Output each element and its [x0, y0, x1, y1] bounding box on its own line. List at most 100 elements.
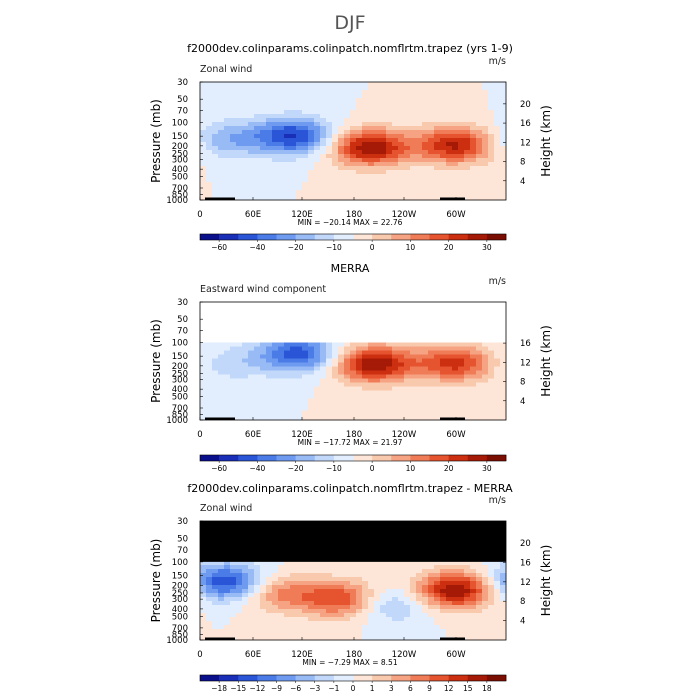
- heatmap-cell: [254, 170, 261, 175]
- heatmap-cell: [416, 150, 423, 155]
- heatmap-cell: [278, 613, 285, 618]
- heatmap-cell: [458, 354, 465, 359]
- heatmap-cell: [236, 625, 243, 630]
- heatmap-cell: [446, 134, 453, 139]
- heatmap-cell: [452, 565, 459, 570]
- heatmap-cell: [296, 398, 303, 403]
- heatmap-cell: [464, 178, 471, 183]
- heatmap-cell: [314, 354, 321, 359]
- heatmap-cell: [248, 186, 255, 191]
- heatmap-cell: [440, 114, 447, 119]
- heatmap-cell: [338, 162, 345, 167]
- heatmap-cell: [314, 146, 321, 151]
- heatmap-cell: [428, 142, 435, 147]
- heatmap-cell: [260, 190, 267, 195]
- heatmap-cell: [362, 182, 369, 187]
- heatmap-cell: [218, 398, 225, 403]
- colorbar-label: 6: [408, 684, 413, 693]
- heatmap-cell: [386, 609, 393, 614]
- heatmap-cell: [386, 382, 393, 387]
- heatmap-cell: [272, 378, 279, 383]
- heatmap-field: [200, 342, 507, 421]
- heatmap-cell: [356, 601, 363, 606]
- heatmap-cell: [344, 146, 351, 151]
- heatmap-cell: [230, 569, 237, 574]
- heatmap-cell: [416, 194, 423, 199]
- heatmap-cell: [302, 589, 309, 594]
- heatmap-cell: [296, 150, 303, 155]
- heatmap-cell: [308, 90, 315, 95]
- heatmap-cell: [266, 573, 273, 578]
- heatmap-cell: [254, 186, 261, 191]
- heatmap-cell: [206, 118, 213, 123]
- heatmap-cell: [212, 605, 219, 610]
- heatmap-cell: [350, 190, 357, 195]
- heatmap-cell: [386, 362, 393, 367]
- heatmap-cell: [338, 390, 345, 395]
- heatmap-cell: [230, 354, 237, 359]
- heatmap-cell: [344, 118, 351, 123]
- heatmap-cell: [290, 162, 297, 167]
- heatmap-cell: [302, 390, 309, 395]
- heatmap-cell: [272, 154, 279, 159]
- heatmap-cell: [458, 190, 465, 195]
- heatmap-cell: [308, 122, 315, 127]
- heatmap-cell: [314, 561, 321, 566]
- heatmap-cell: [242, 565, 249, 570]
- heatmap-cell: [368, 174, 375, 179]
- heatmap-cell: [446, 186, 453, 191]
- heatmap-cell: [200, 589, 207, 594]
- heatmap-cell: [266, 593, 273, 598]
- heatmap-cell: [398, 414, 405, 419]
- heatmap-cell: [212, 593, 219, 598]
- heatmap-cell: [248, 98, 255, 103]
- heatmap-cell: [242, 358, 249, 363]
- heatmap-cell: [500, 410, 507, 415]
- heatmap-cell: [260, 625, 267, 630]
- heatmap-cell: [278, 134, 285, 139]
- heatmap-cell: [404, 158, 411, 163]
- heatmap-cell: [308, 198, 315, 201]
- heatmap-cell: [242, 118, 249, 123]
- heatmap-cell: [494, 386, 501, 391]
- heatmap-cell: [326, 158, 333, 163]
- heatmap-cell: [248, 382, 255, 387]
- heatmap-cell: [254, 346, 261, 351]
- heatmap-cell: [308, 98, 315, 103]
- heatmap-cell: [488, 366, 495, 371]
- heatmap-cell: [416, 142, 423, 147]
- heatmap-cell: [224, 358, 231, 363]
- heatmap-cell: [260, 90, 267, 95]
- heatmap-cell: [428, 350, 435, 355]
- heatmap-cell: [428, 198, 435, 201]
- heatmap-cell: [260, 561, 267, 566]
- heatmap-cell: [290, 402, 297, 407]
- heatmap-cell: [446, 162, 453, 167]
- heatmap-cell: [368, 573, 375, 578]
- heatmap-cell: [482, 398, 489, 403]
- panel-variable-label: Zonal wind: [200, 64, 252, 75]
- heatmap-cell: [212, 597, 219, 602]
- heatmap-cell: [218, 106, 225, 111]
- heatmap-cell: [464, 569, 471, 574]
- heatmap-cell: [488, 350, 495, 355]
- heatmap-cell: [404, 374, 411, 379]
- heatmap-cell: [200, 565, 207, 570]
- heatmap-cell: [380, 138, 387, 143]
- heatmap-cell: [488, 577, 495, 582]
- y-tick-label: 50: [177, 315, 188, 325]
- heatmap-cell: [338, 386, 345, 391]
- heatmap-cell: [458, 561, 465, 566]
- heatmap-cell: [212, 354, 219, 359]
- heatmap-cell: [248, 162, 255, 167]
- heatmap-cell: [272, 565, 279, 570]
- heatmap-cell: [212, 390, 219, 395]
- heatmap-cell: [500, 625, 507, 630]
- heatmap-cell: [308, 186, 315, 191]
- heatmap-cell: [266, 94, 273, 99]
- heatmap-cell: [332, 106, 339, 111]
- heatmap-cell: [326, 633, 333, 638]
- heatmap-cell: [392, 94, 399, 99]
- heatmap-cell: [386, 601, 393, 606]
- heatmap-cell: [296, 182, 303, 187]
